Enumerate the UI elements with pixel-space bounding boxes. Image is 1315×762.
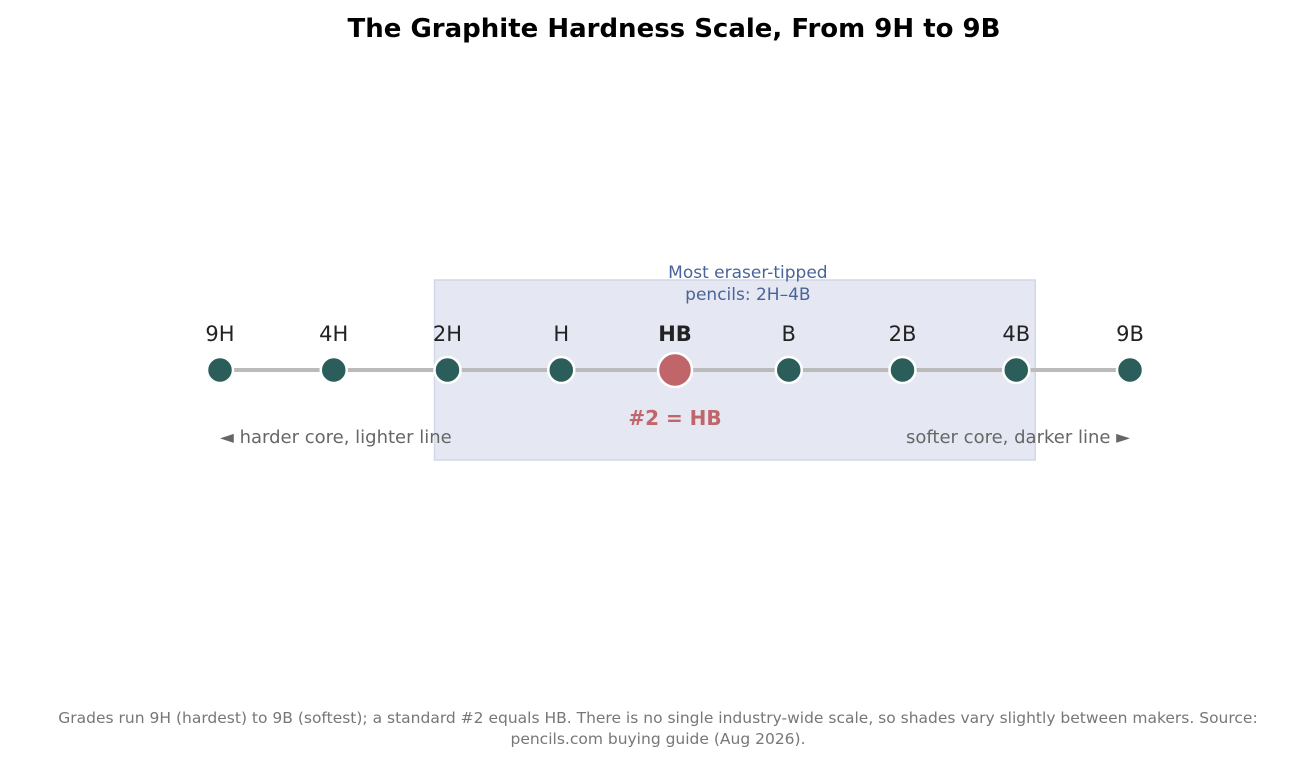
range-label-line2: pencils: 2H–4B (685, 285, 810, 305)
grade-node-4h (319, 355, 348, 385)
chart-title: The Graphite Hardness Scale, From 9H to … (348, 14, 1001, 44)
highlight-label: #2 = HB (628, 406, 721, 430)
grade-node-b (774, 355, 803, 385)
grade-label-2h: 2H (433, 322, 462, 346)
footnote-line1: Grades run 9H (hardest) to 9B (softest);… (58, 709, 1257, 727)
grade-label-9b: 9B (1116, 322, 1144, 346)
grade-node-2b (888, 355, 917, 385)
grade-node-h (547, 355, 576, 385)
grade-nodes: 9H 4H 2H H HB B 2B 4B 9B (205, 322, 1145, 389)
grade-node-hb (656, 351, 694, 389)
grade-label-b: B (782, 322, 796, 346)
grade-node-2h (433, 355, 462, 385)
harder-note: ◄ harder core, lighter line (220, 427, 452, 448)
grade-label-2b: 2B (889, 322, 917, 346)
grade-label-h: H (553, 322, 569, 346)
grade-node-4b (1002, 355, 1031, 385)
grade-label-4h: 4H (319, 322, 348, 346)
range-label-line1: Most eraser-tipped (668, 263, 827, 283)
softer-note: softer core, darker line ► (906, 427, 1130, 448)
grade-node-9b (1115, 355, 1145, 385)
grade-label-hb: HB (658, 322, 692, 346)
grade-label-9h: 9H (205, 322, 234, 346)
footnote-line2: pencils.com buying guide (Aug 2026). (510, 730, 805, 748)
grade-node-9h (205, 355, 235, 385)
grade-label-4b: 4B (1002, 322, 1030, 346)
